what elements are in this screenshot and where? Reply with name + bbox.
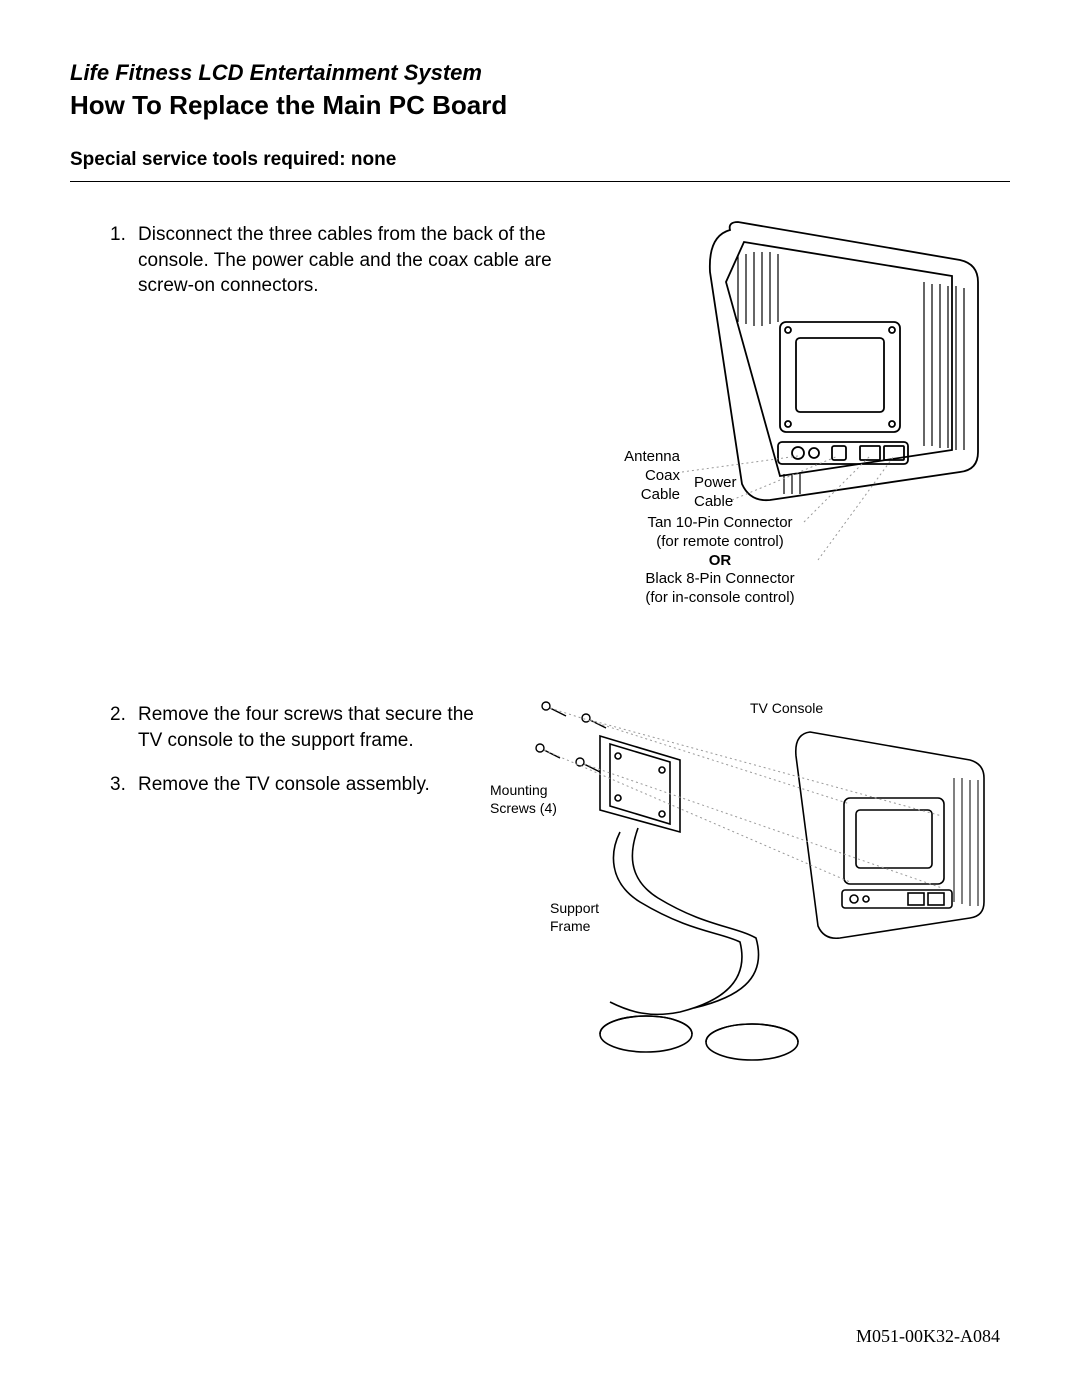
- figure-2: TV Console Mounting Screws (4) Support F…: [490, 682, 1010, 1102]
- step-2-num: 2.: [110, 702, 138, 728]
- fig1-conn-line2: (for remote control): [620, 533, 820, 552]
- fig1-label-power: Power Cable: [694, 474, 754, 512]
- section-step1: 1.Disconnect the three cables from the b…: [70, 222, 1010, 702]
- header: Life Fitness LCD Entertainment System Ho…: [70, 60, 1010, 182]
- fig1-label-antenna: Antenna Coax Cable: [580, 448, 680, 504]
- fig1-conn-or: OR: [620, 552, 820, 571]
- fig2-label-mounting: Mounting Screws (4): [490, 782, 570, 817]
- step-1-num: 1.: [110, 222, 138, 248]
- section-steps-2-3: 2.Remove the four screws that secure the…: [70, 702, 1010, 1122]
- step-2: 2.Remove the four screws that secure the…: [110, 702, 490, 753]
- figure-2-drawing: [490, 682, 1010, 1102]
- step-2-text: Remove the four screws that secure the T…: [138, 702, 478, 753]
- doc-number: M051-00K32-A084: [856, 1326, 1000, 1347]
- fig2-label-support: Support Frame: [550, 900, 630, 935]
- figure-1: Antenna Coax Cable Power Cable Tan 10-Pi…: [560, 212, 1000, 632]
- page: Life Fitness LCD Entertainment System Ho…: [0, 0, 1080, 1397]
- fig2-label-tvconsole: TV Console: [750, 700, 823, 718]
- fig1-label-connectors: Tan 10-Pin Connector (for remote control…: [620, 514, 820, 608]
- fig1-conn-line1: Tan 10-Pin Connector: [620, 514, 820, 533]
- step-1-text: Disconnect the three cables from the bac…: [138, 222, 558, 299]
- step-3-num: 3.: [110, 772, 138, 798]
- step-3-text: Remove the TV console assembly.: [138, 772, 478, 798]
- fig1-conn-line4: (for in-console control): [620, 589, 820, 608]
- tools-required: Special service tools required: none: [70, 149, 1010, 182]
- step-3: 3.Remove the TV console assembly.: [110, 772, 490, 798]
- fig1-conn-line3: Black 8-Pin Connector: [620, 570, 820, 589]
- step-1: 1.Disconnect the three cables from the b…: [110, 222, 570, 299]
- doc-title: How To Replace the Main PC Board: [70, 90, 1010, 121]
- doc-subtitle: Life Fitness LCD Entertainment System: [70, 60, 1010, 86]
